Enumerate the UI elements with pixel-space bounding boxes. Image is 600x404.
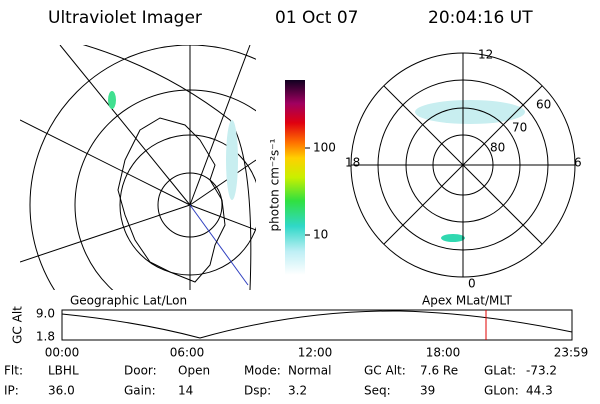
colorbar-label: photon cm⁻²s⁻¹ [268,138,282,231]
field-value: 36.0 [48,384,75,398]
field-label: IP: [4,384,19,398]
field-value: -73.2 [526,364,557,378]
x-tick-label: 23:59 [554,346,589,360]
aurora [108,91,116,109]
field-label: Dsp: [244,384,271,398]
time: 20:04:16 UT [428,8,533,28]
title: Ultraviolet Imager [48,8,202,28]
mlt-label: 12 [478,48,493,62]
footer: Flt: LBHL Door: Open Mode: Normal GC Alt: 7.6 R… [4,364,557,398]
meridian [189,159,256,206]
date: 01 Oct 07 [275,8,358,28]
altitude-curve [61,310,573,339]
field-value: 3.2 [288,384,307,398]
field-label: GLat: [484,364,516,378]
aurora [415,100,525,124]
grid-circle [29,45,256,290]
colorbar-tick-label: 100 [313,141,336,155]
mlat-label: 70 [512,121,527,135]
mlt-label: 0 [468,277,476,291]
mlt-label: 18 [345,156,360,170]
colorbar [285,80,305,275]
field-label: Door: [124,364,157,378]
y-tick-label: 1.8 [36,330,55,344]
meridian [20,204,191,263]
field-label: Flt: [4,364,23,378]
terminator [189,204,249,286]
x-tick-label: 00:00 [45,346,80,360]
meridian [20,119,191,206]
field-label: Mode: [244,364,281,378]
field-label: Gain: [124,384,156,398]
continent [117,117,226,283]
y-tick-label: 9.0 [36,307,55,321]
field-value: 44.3 [526,384,553,398]
aurora [226,120,238,200]
geographic-map [20,45,256,290]
field-value: 14 [178,384,193,398]
axis-label: GC Alt [11,306,25,344]
meridian [59,45,191,206]
x-tick-label: 06:00 [170,346,205,360]
grid-circle [82,45,252,290]
field-value: 7.6 Re [420,364,458,378]
mlat-label: 80 [490,141,505,155]
aurora [441,234,465,242]
field-value: 39 [420,384,435,398]
mlt-label: 6 [574,156,582,170]
meridian [189,204,256,231]
colorbar-tick-label: 10 [313,228,328,242]
map-label: Geographic Lat/Lon [70,294,187,308]
field-label: GLon: [484,384,519,398]
field-value: LBHL [48,364,79,378]
x-tick-label: 12:00 [298,346,333,360]
grid-line [383,85,543,245]
field-label: Seq: [364,384,391,398]
polar-label: Apex MLat/MLT [422,294,512,308]
field-value: Normal [288,364,331,378]
mlat-label: 60 [536,98,551,112]
field-label: GC Alt: [364,364,406,378]
polar-plot: 12 18 6 0 60 70 80 [345,48,582,291]
field-value: Open [178,364,210,378]
meridian [189,45,251,206]
x-tick-label: 18:00 [426,346,461,360]
plot-frame [61,309,573,341]
